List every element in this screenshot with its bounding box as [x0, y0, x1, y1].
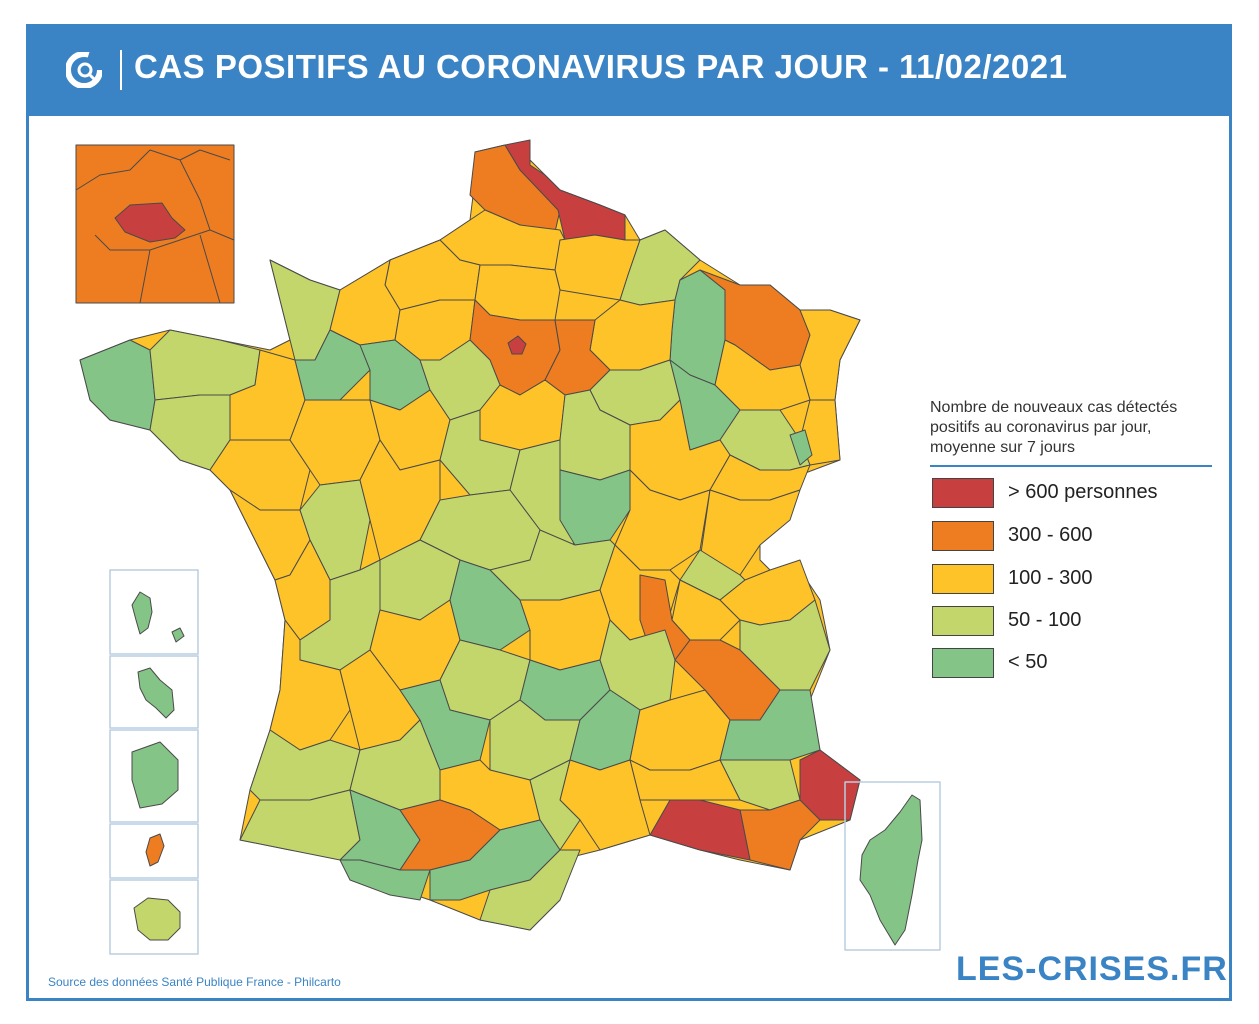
dept-reunion[interactable] — [133, 897, 181, 941]
dept-loire-atlantique[interactable] — [209, 439, 311, 511]
page-title: CAS POSITIFS AU CORONAVIRUS PAR JOUR - 1… — [134, 48, 1068, 85]
legend-label: 50 - 100 — [1008, 609, 1082, 631]
dept-hautes-pyrenees[interactable] — [339, 859, 431, 901]
header-separator — [120, 50, 122, 90]
dept-pyrenees-orientales[interactable] — [479, 849, 581, 931]
dept-corsica[interactable] — [859, 794, 923, 946]
dept-bouches-du-rhone[interactable] — [649, 799, 751, 861]
brand-logo-text: LES-CRISES.FR — [956, 950, 1228, 988]
legend-swatch — [932, 606, 994, 636]
dept-territoire-de-belfort[interactable] — [789, 429, 813, 466]
dept-var[interactable] — [739, 799, 821, 871]
dept-vaucluse[interactable] — [629, 759, 741, 801]
dept-saone-et-loire[interactable] — [614, 469, 711, 571]
dept-mayotte[interactable] — [145, 833, 165, 867]
legend-label: > 600 personnes — [1008, 481, 1158, 503]
legend-label: 100 - 300 — [1008, 567, 1093, 589]
dept-nord[interactable] — [504, 139, 626, 241]
dept-bas-rhin[interactable] — [799, 309, 861, 401]
dept-puy-de-dome[interactable] — [519, 589, 611, 671]
dept-paris[interactable] — [507, 335, 527, 355]
legend-swatch — [932, 564, 994, 594]
corsica-inset-frame — [844, 781, 941, 951]
inset-paris[interactable] — [114, 202, 186, 243]
legend-divider — [930, 465, 1212, 467]
legend-label: < 50 — [1008, 651, 1048, 673]
dept-nievre[interactable] — [559, 469, 631, 546]
dept-guadeloupe[interactable] — [131, 591, 185, 643]
dept-ain[interactable] — [671, 579, 741, 641]
legend-swatch — [932, 521, 994, 551]
overseas-insets — [109, 569, 199, 955]
legend-swatch — [932, 478, 994, 508]
les-crises-logo-icon — [66, 52, 102, 88]
dept-martinique[interactable] — [137, 667, 175, 719]
legend-label: 300 - 600 — [1008, 524, 1093, 546]
source-credit: Source des données Santé Publique France… — [48, 975, 341, 989]
dept-guyane[interactable] — [131, 741, 179, 809]
legend-title: Nombre de nouveaux cas détectés positifs… — [930, 399, 1178, 456]
legend-swatch — [932, 648, 994, 678]
dept-oise[interactable] — [474, 264, 561, 321]
header-bar: CAS POSITIFS AU CORONAVIRUS PAR JOUR - 1… — [26, 24, 1232, 116]
dept-finistere[interactable] — [79, 339, 156, 431]
